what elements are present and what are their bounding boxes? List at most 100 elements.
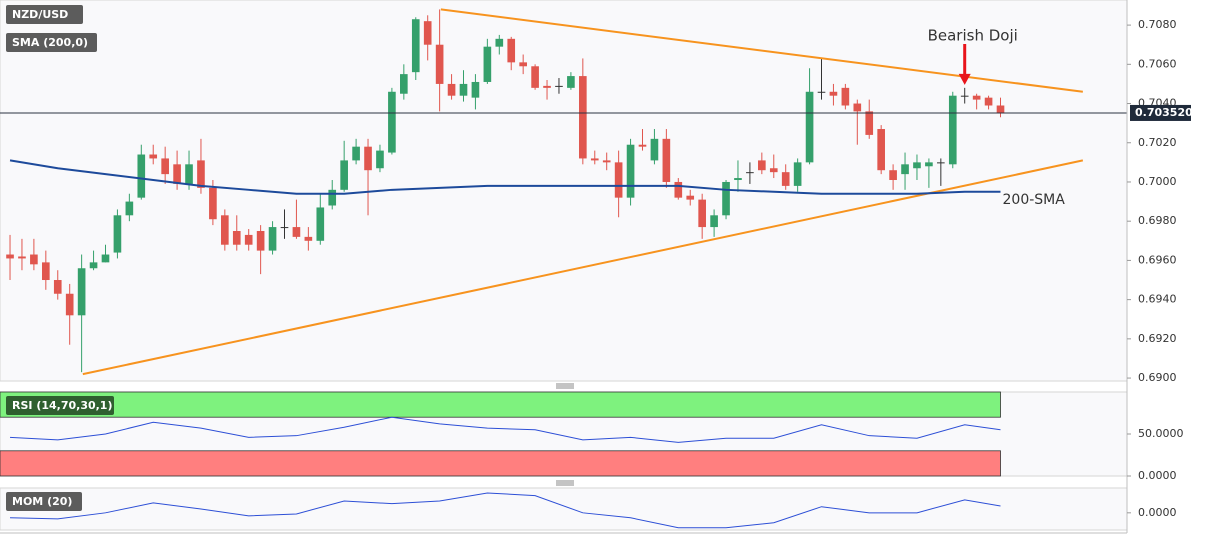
candle-body [18,256,26,259]
indicator-box [6,492,82,511]
candle-body [197,160,205,188]
panel-handle[interactable] [556,383,574,389]
candle-body [638,144,647,147]
annotation: Bearish Doji [928,27,1018,45]
candle-body [209,187,217,220]
candle-body [6,254,14,259]
indicator-title: RSI (14,70,30,1) [12,399,112,412]
y-tick-label: 0.6960 [1138,253,1177,266]
band [0,391,1001,418]
candle-body [232,230,241,245]
candle-body [268,227,277,251]
candle-body [937,162,945,164]
candle-body [901,164,909,175]
candle-body [53,280,62,294]
indicator-box [6,33,97,52]
candle-body [853,103,862,112]
candle-body [459,83,468,96]
indicator-line [10,492,1001,529]
candle-body [948,95,957,165]
y-tick-label: 0.0000 [1138,506,1177,519]
panel-background [0,0,1128,382]
panel-background [0,487,1128,531]
indicator-title: SMA (200,0) [12,36,88,49]
candle-body [579,76,587,159]
candle-body [256,230,265,251]
indicator-box [6,5,83,24]
candle-body [185,164,193,184]
candle-body [674,181,683,198]
indicator-title: NZD/USD [12,8,68,21]
candle-body [555,85,563,87]
y-tick-label: 0.6940 [1138,293,1177,306]
last-price-box [1130,104,1191,121]
candle-body [411,19,420,73]
candle-body [400,74,408,94]
candle-body [841,87,850,106]
candle-body [149,154,158,159]
candle-body [972,95,981,100]
candle-body [722,181,730,216]
candle-body [793,162,802,186]
indicator-line [9,416,1001,443]
candle-body [161,158,169,175]
candle-body [686,195,695,200]
y-tick-label: 0.6900 [1138,371,1177,384]
candle-body [376,150,384,169]
candle-body [602,160,611,163]
candle-body [698,199,706,228]
candle-body [125,201,134,216]
candle-body [877,129,885,171]
marks [0,8,1127,529]
candle-body [221,215,229,245]
sma-line [9,159,1001,195]
candle-body [65,293,74,316]
candle-body [364,146,372,171]
candle-body [746,172,754,174]
candle-body [495,38,504,47]
candle-body [650,138,659,161]
candle-body [996,105,1005,114]
indicator-box [6,396,114,415]
candle-body [77,268,86,316]
candle-body [614,162,623,198]
candle-body [626,144,635,198]
candle-body [423,21,432,45]
candle-body [435,44,444,84]
candle-body [805,91,814,163]
candle-body [984,97,993,106]
candle-body [662,138,671,182]
panels [0,0,1128,531]
candle-body [865,111,874,135]
candle-body [471,81,480,98]
y-tick-label: 50.0000 [1138,427,1184,440]
candle-body [244,234,253,245]
last-price-label: 0.703520 [1135,106,1193,119]
candle-body [960,95,969,97]
indicator-title: MOM (20) [12,495,72,508]
candle-body [769,168,778,173]
y-tick-label: 0.7080 [1138,18,1177,31]
candle-body [292,227,301,237]
candle-body [42,262,50,281]
candle-body [316,207,325,241]
candle-body [710,215,718,228]
candle-body [388,91,396,153]
candle-body [30,254,38,265]
trendline [440,8,1083,93]
candle-body [304,236,313,241]
y-tick-label: 0.7020 [1138,136,1177,149]
candle-body [543,85,551,88]
candle-body [925,162,933,167]
candle-body [567,76,575,88]
candle-body [340,160,348,190]
candle-body [137,154,146,198]
candle-body [531,66,539,88]
candle-body [447,83,456,96]
y-tick-label: 0.6980 [1138,214,1177,227]
panel-handle[interactable] [556,480,574,486]
y-tick-label: 0.6920 [1138,332,1177,345]
candle-body [173,164,181,184]
candle-body [781,172,790,186]
